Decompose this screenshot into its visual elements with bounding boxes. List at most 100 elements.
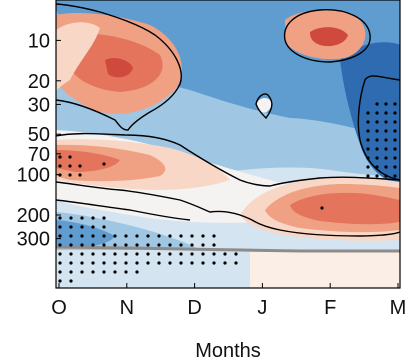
stipple-dot	[201, 234, 205, 238]
stipple-dot	[135, 234, 139, 238]
stipple-dot	[91, 216, 95, 220]
stipple-dot	[375, 147, 379, 151]
stipple-dot	[69, 252, 73, 256]
stipple-dot	[384, 120, 388, 124]
stipple-dot	[68, 173, 72, 177]
stipple-dot	[58, 252, 62, 256]
stipple-dot	[366, 165, 370, 169]
contour-upper-left	[56, 3, 182, 131]
stipple-dot	[91, 234, 95, 238]
stipple-dot	[157, 243, 161, 247]
stipple-dot	[320, 206, 324, 210]
stipple-dot	[375, 120, 379, 124]
stipple-dot	[393, 174, 397, 178]
pale-spot-j	[256, 98, 272, 113]
stipple-dot	[366, 138, 370, 142]
stipple-dot	[393, 147, 397, 151]
stipple-dot	[212, 234, 216, 238]
contour-upper-left-b	[56, 199, 191, 221]
stipple-dot	[113, 243, 117, 247]
lower-right-pale-red	[250, 250, 400, 288]
stipple-dot	[201, 261, 205, 265]
pale-blob-ul	[56, 22, 100, 92]
stipple-dot	[113, 234, 117, 238]
stipple-dot	[80, 261, 84, 265]
stipple-dot	[375, 138, 379, 142]
stipple-dot	[366, 147, 370, 151]
y-tick-label: 10	[28, 30, 50, 52]
stipple-dot	[157, 234, 161, 238]
contour-right-blue	[357, 75, 400, 181]
x-tick-label: O	[51, 297, 67, 319]
stipple-dot	[366, 156, 370, 160]
stipple-dot	[190, 234, 194, 238]
stipple-dot	[124, 261, 128, 265]
red-blob-lower-f-core	[290, 192, 400, 225]
stipple-dot	[393, 138, 397, 142]
stipple-dot	[102, 234, 106, 238]
y-tick-label: 200	[17, 205, 50, 227]
stipple-dot	[58, 155, 62, 159]
stipple-dot	[212, 243, 216, 247]
stipple-dot	[146, 234, 150, 238]
stipple-dot	[58, 243, 62, 247]
red-blob-n-peak	[105, 57, 133, 78]
stipple-dot	[69, 234, 73, 238]
stipple-dot	[80, 216, 84, 220]
stipple-dot	[179, 252, 183, 256]
stipple-dot	[80, 252, 84, 256]
stipple-dot	[375, 165, 379, 169]
stipple-dot	[366, 111, 370, 115]
x-tick-label: F	[324, 297, 336, 319]
stipple-dot	[113, 270, 117, 274]
stipple-dot	[384, 165, 388, 169]
contour-lower-band	[56, 181, 400, 237]
stipple-dot	[58, 164, 62, 168]
stipple-dot	[113, 261, 117, 265]
stipple-dot	[168, 252, 172, 256]
stipple-dot	[69, 216, 73, 220]
stipple-dot	[69, 225, 73, 229]
stipple-dot	[168, 261, 172, 265]
y-tick-label: 30	[28, 94, 50, 116]
stipple-dot	[375, 156, 379, 160]
stipple-dot	[223, 252, 227, 256]
stipple-dot	[179, 261, 183, 265]
stipple-dot	[58, 225, 62, 229]
stipple-dot	[393, 111, 397, 115]
stipple-dot	[102, 243, 106, 247]
stipple-dot	[80, 243, 84, 247]
y-tick-label: 20	[28, 71, 50, 93]
y-tick-label: 300	[17, 229, 50, 251]
x-tick-label: M	[390, 297, 407, 319]
stipple-dot	[393, 165, 397, 169]
stipple-dot	[234, 261, 238, 265]
tropopause-line	[56, 245, 400, 253]
stipple-dot	[124, 270, 128, 274]
x-tick-label: J	[257, 297, 267, 319]
stipple-dot	[146, 261, 150, 265]
stipple-dot	[212, 261, 216, 265]
plot-area	[56, 0, 400, 288]
stipple-dot	[91, 261, 95, 265]
stipple-dot	[366, 174, 370, 178]
stipple-dot	[384, 129, 388, 133]
stipple-dot	[91, 252, 95, 256]
stipple-dot	[102, 270, 106, 274]
stipple-dot	[102, 261, 106, 265]
stipple-dot	[179, 243, 183, 247]
contour-mid-band	[56, 132, 400, 187]
stipple-dot	[58, 261, 62, 265]
stipple-dot	[157, 252, 161, 256]
stipple-dot	[384, 147, 388, 151]
stipple-dot	[393, 102, 397, 106]
stipple-dot	[393, 129, 397, 133]
stipple-dot	[234, 252, 238, 256]
stipple-dot	[168, 234, 172, 238]
stipple-dot	[113, 252, 117, 256]
x-tick-label: N	[120, 297, 134, 319]
stipple-dot	[68, 164, 72, 168]
stipple-dot	[135, 252, 139, 256]
x-tick-label: D	[187, 297, 201, 319]
